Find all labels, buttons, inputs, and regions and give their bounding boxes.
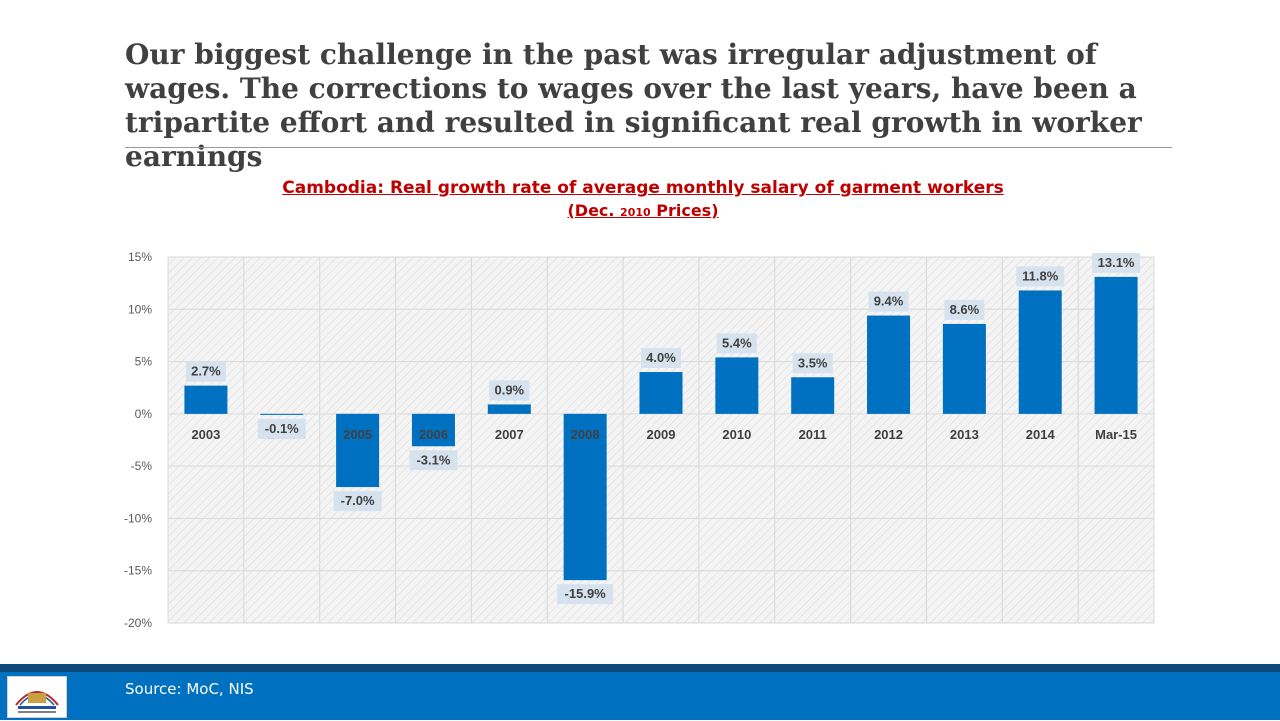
y-axis-ticks: 15% 10% 5% 0% -5% -10% -15% -20%	[124, 250, 152, 630]
data-label: 4.0%	[646, 350, 676, 365]
bar	[715, 357, 759, 414]
data-label: -7.0%	[341, 493, 375, 508]
subtitle-close: )	[711, 201, 719, 220]
bar	[184, 385, 228, 414]
data-label: 8.6%	[950, 302, 980, 317]
subtitle-part3: Prices	[650, 201, 712, 220]
data-label-bg	[944, 299, 985, 320]
bar	[1094, 276, 1138, 414]
bar	[639, 372, 683, 414]
subtitle-part1: Dec.	[574, 201, 621, 220]
source-note: Source: MoC, NIS	[125, 680, 254, 698]
x-tick-label: 2012	[874, 427, 903, 442]
data-label-bg	[557, 584, 614, 605]
y-tick-label: -10%	[124, 511, 152, 525]
x-tick-label: 2003	[191, 427, 220, 442]
y-tick-label: 5%	[135, 355, 153, 369]
data-label-bg	[716, 333, 757, 354]
x-tick-label: 2014	[1026, 427, 1056, 442]
slide-headline: Our biggest challenge in the past was ir…	[125, 38, 1142, 173]
data-label: 11.8%	[1022, 268, 1059, 283]
data-label: 3.5%	[798, 355, 828, 370]
bar	[1018, 290, 1062, 414]
bar	[487, 404, 531, 414]
y-tick-label: -5%	[131, 459, 153, 473]
y-tick-label: -15%	[124, 564, 152, 578]
y-tick-label: 15%	[128, 250, 152, 264]
x-axis-ticks: 2003200420052006200720082009201020112012…	[191, 427, 1137, 442]
x-tick-label: 2008	[571, 427, 600, 442]
data-label-bg	[1016, 266, 1065, 287]
data-label-bg	[333, 491, 382, 512]
y-tick-label: -20%	[124, 616, 152, 630]
subtitle-year: 2010	[620, 206, 651, 219]
subtitle-open: (	[567, 201, 575, 220]
data-label: -3.1%	[416, 452, 450, 467]
x-tick-label: Mar-15	[1095, 427, 1137, 442]
x-tick-label: 2006	[419, 427, 448, 442]
bar	[563, 413, 607, 581]
bar	[867, 315, 911, 414]
bar	[260, 413, 304, 415]
data-label: 2.7%	[191, 364, 221, 379]
x-tick-label: 2011	[799, 427, 827, 442]
footer-bar	[0, 672, 1280, 720]
bar-chart: 15%10%5%0%-5%-10%-15%-20% 20032004200520…	[124, 250, 1155, 630]
plot-area	[168, 257, 1154, 623]
ministry-logo	[7, 676, 67, 718]
x-tick-label: 2013	[950, 427, 979, 442]
data-label-bg	[792, 353, 833, 374]
bar	[411, 413, 455, 447]
x-tick-label: 2009	[647, 427, 676, 442]
data-label: 9.4%	[874, 294, 904, 309]
y-tick-label: 0%	[135, 407, 153, 421]
x-tick-label: 2007	[495, 427, 524, 442]
data-label-bg	[868, 291, 909, 312]
x-tick-label: 2010	[722, 427, 751, 442]
bar	[791, 377, 835, 414]
footer-accent	[0, 664, 1280, 672]
data-label: 0.9%	[494, 382, 524, 397]
x-tick-label: 2005	[343, 427, 372, 442]
data-label: -15.9%	[565, 586, 607, 601]
chart-title: Cambodia: Real growth rate of average mo…	[282, 178, 1004, 198]
data-label: 13.1%	[1098, 255, 1135, 270]
y-tick-label: 10%	[128, 302, 152, 316]
data-label-bg	[185, 361, 226, 382]
headline-divider	[125, 147, 1172, 148]
data-label-bg	[409, 450, 458, 471]
data-label-bg	[1092, 252, 1141, 273]
data-label: -0.1%	[265, 421, 299, 436]
bars	[184, 276, 1138, 581]
bar	[942, 323, 986, 414]
data-labels: 2.7% -0.1% -7.0% -3.1% 0.9% -15.9% 4.0% 5.4% 3.5…	[185, 252, 1141, 605]
data-label-bg	[641, 348, 681, 369]
bar	[336, 413, 380, 488]
data-label-bg	[489, 380, 530, 401]
data-label: 5.4%	[722, 335, 752, 350]
data-label-bg	[257, 418, 306, 439]
chart-subtitle: (Dec. 2010 Prices)	[0, 201, 1280, 223]
